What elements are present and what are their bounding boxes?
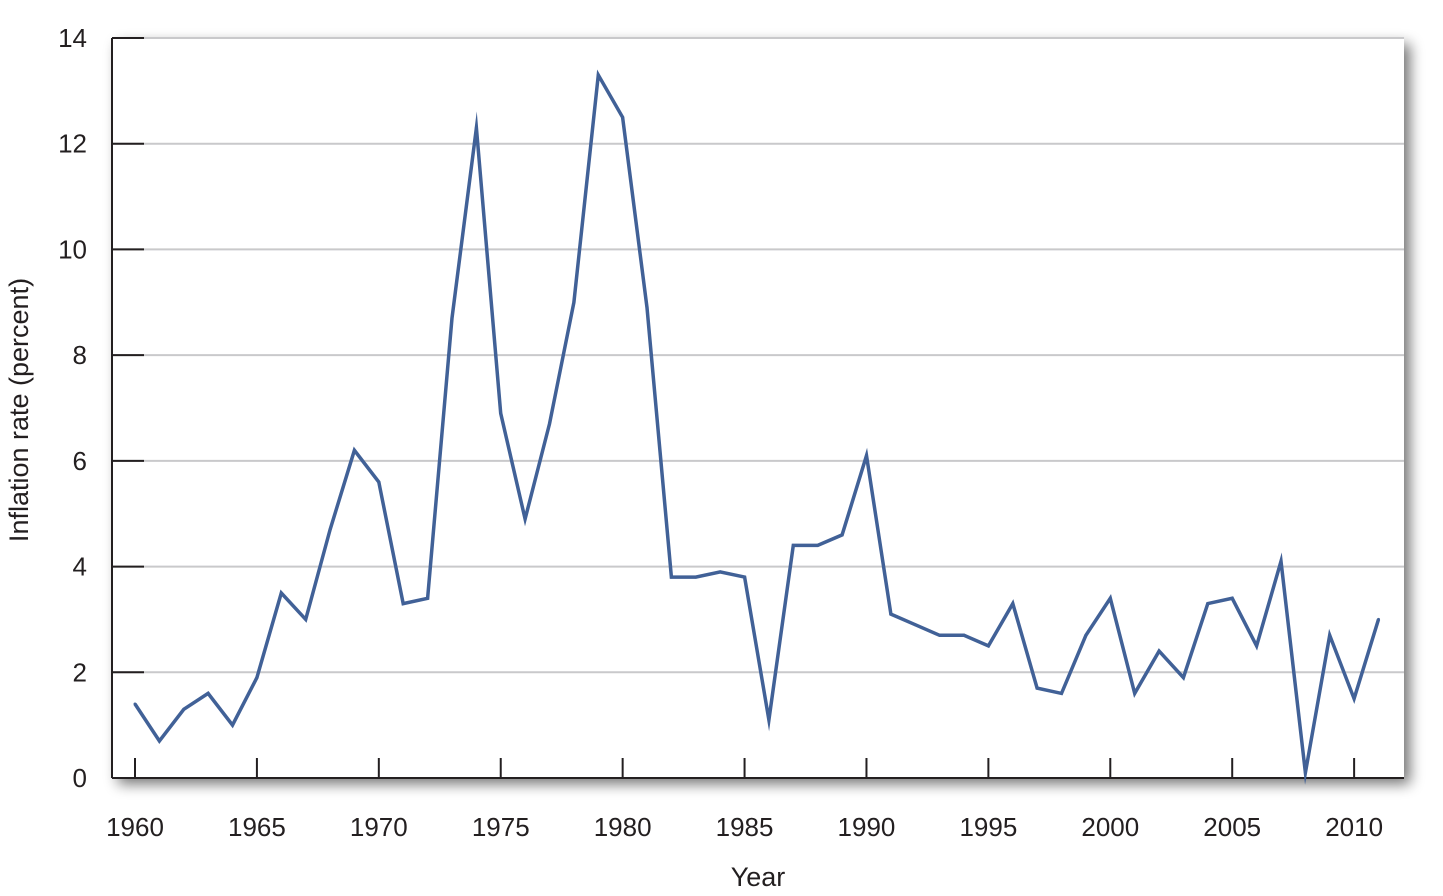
- data-point-1962: [182, 707, 186, 711]
- data-point-1963: [206, 691, 210, 695]
- data-point-1965: [255, 676, 259, 680]
- x-axis-ticks: 1960 1965 1970 1975 1980 1985 1990 1995 2000 2005…: [106, 758, 1383, 842]
- x-axis-title: Year: [731, 862, 786, 892]
- data-point-1994: [962, 633, 966, 637]
- x-tick-label: 1985: [716, 812, 774, 842]
- data-point-1972: [426, 596, 430, 600]
- data-point-1981: [645, 306, 649, 310]
- data-point-1991: [889, 612, 893, 616]
- x-tick-label: 1975: [472, 812, 530, 842]
- data-point-2000: [1108, 596, 1112, 600]
- x-tick-label: 1960: [106, 812, 164, 842]
- data-point-1986: [767, 718, 771, 722]
- data-point-2008: [1303, 771, 1307, 775]
- data-point-1970: [377, 480, 381, 484]
- data-point-1975: [499, 411, 503, 415]
- gridlines: [112, 37, 1404, 674]
- data-point-1973: [450, 316, 454, 320]
- y-tick-label: 10: [58, 234, 87, 264]
- data-point-1992: [913, 623, 917, 627]
- data-point-1964: [231, 723, 235, 727]
- data-point-1960: [133, 702, 137, 706]
- y-tick-label: 4: [73, 552, 87, 582]
- y-tick-label: 8: [73, 340, 87, 370]
- data-point-1977: [548, 422, 551, 426]
- data-point-1984: [718, 570, 722, 574]
- data-point-1987: [791, 543, 795, 547]
- data-point-1985: [743, 575, 747, 579]
- x-tick-label: 1980: [594, 812, 652, 842]
- y-tick-label: 14: [58, 23, 87, 53]
- x-tick-label: 2000: [1081, 812, 1139, 842]
- data-point-2010: [1352, 697, 1356, 701]
- data-point-1966: [279, 591, 283, 595]
- data-point-1967: [304, 617, 308, 621]
- data-point-1990: [864, 454, 868, 458]
- data-point-1997: [1035, 686, 1039, 690]
- data-point-2009: [1328, 633, 1332, 637]
- x-tick-label: 2010: [1325, 812, 1383, 842]
- data-point-2001: [1133, 691, 1137, 695]
- data-point-1979: [596, 73, 600, 77]
- x-tick-label: 1995: [959, 812, 1017, 842]
- data-point-1996: [1011, 602, 1015, 606]
- y-axis-title: Inflation rate (percent): [4, 278, 34, 542]
- x-tick-label: 1990: [838, 812, 896, 842]
- data-point-1978: [572, 300, 576, 304]
- data-point-2002: [1157, 649, 1161, 653]
- data-point-1983: [694, 575, 698, 579]
- data-point-2011: [1377, 617, 1380, 621]
- y-axis-ticks: 0 2 4 6 8 10 12 14: [58, 23, 144, 793]
- y-tick-label: 12: [58, 129, 87, 159]
- data-point-2003: [1181, 676, 1185, 680]
- data-point-2005: [1230, 596, 1234, 600]
- y-tick-label: 0: [73, 763, 87, 793]
- data-point-1980: [621, 115, 625, 119]
- data-point-1982: [669, 575, 673, 579]
- y-tick-label: 2: [73, 657, 87, 687]
- plot-area: [112, 38, 1404, 778]
- data-point-1961: [157, 739, 161, 743]
- data-point-1998: [1060, 691, 1064, 695]
- data-point-2006: [1255, 644, 1259, 648]
- y-tick-label: 6: [73, 446, 87, 476]
- data-point-2007: [1279, 559, 1283, 563]
- data-point-1976: [523, 517, 527, 521]
- x-tick-label: 1965: [228, 812, 286, 842]
- data-point-1999: [1084, 633, 1088, 637]
- x-tick-label: 1970: [350, 812, 408, 842]
- data-point-2004: [1206, 602, 1210, 606]
- data-point-1995: [986, 644, 990, 648]
- x-tick-label: 2005: [1203, 812, 1261, 842]
- data-point-1968: [328, 528, 332, 532]
- data-point-1974: [474, 126, 478, 130]
- data-point-1989: [840, 533, 844, 537]
- data-points: [133, 73, 1380, 775]
- data-point-1988: [816, 543, 820, 547]
- series-line-inflation: [133, 69, 1381, 785]
- data-point-1971: [401, 602, 405, 606]
- data-point-1969: [352, 448, 356, 452]
- data-point-1993: [938, 633, 942, 637]
